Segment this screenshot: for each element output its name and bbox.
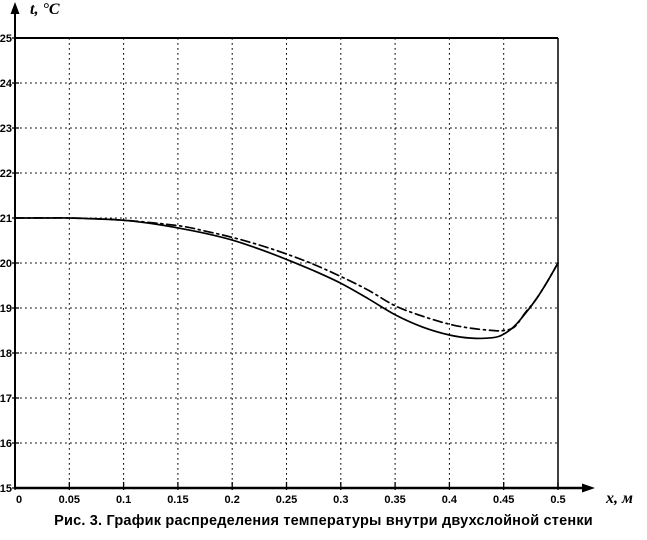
x-tick-label: 0.15: [167, 494, 188, 506]
x-tick-label: 0.35: [384, 494, 405, 506]
y-tick-label: 25: [0, 33, 12, 45]
x-axis-title: x, м: [606, 490, 633, 507]
temperature-chart: 15 16 17 18 19 20 21 22 23 24 25 0 0.05 0.1 0.15 0.2 0.2…: [0, 2, 595, 506]
y-tick-label: 23: [0, 123, 12, 135]
x-tick-label: 0: [16, 494, 22, 506]
figure-caption: Рис. 3. График распределения температуры…: [54, 513, 593, 529]
x-tick-label: 0.3: [333, 494, 348, 506]
y-tick-label: 16: [0, 438, 12, 450]
y-tick-label: 21: [0, 213, 12, 225]
y-tick-label: 15: [0, 483, 12, 495]
x-tick-label: 0.1: [116, 494, 131, 506]
y-tick-label: 24: [0, 78, 13, 90]
y-tick-label: 18: [0, 348, 12, 360]
dash-dot-curve: [14, 216, 559, 332]
x-tick-label: 0.2: [225, 494, 240, 506]
x-axis-arrowhead: [582, 483, 595, 493]
x-tick-label: 0.4: [442, 494, 458, 506]
y-axis-arrowhead: [10, 2, 20, 14]
y-tick-label: 17: [0, 393, 12, 405]
y-tick-label: 19: [0, 303, 12, 315]
y-tick-label: 20: [0, 258, 12, 270]
y-axis-title: t, °C: [30, 1, 60, 18]
y-tick-label: 22: [0, 168, 12, 180]
tick-labels: 15 16 17 18 19 20 21 22 23 24 25 0 0.05 0.1 0.15 0.2 0.2…: [0, 33, 566, 506]
x-tick-label: 0.45: [493, 494, 514, 506]
x-tick-label: 0.05: [59, 494, 80, 506]
x-tick-label: 0.25: [276, 494, 297, 506]
x-tick-label: 0.5: [550, 494, 565, 506]
tick-marks: [12, 37, 559, 490]
grid: [15, 38, 558, 488]
